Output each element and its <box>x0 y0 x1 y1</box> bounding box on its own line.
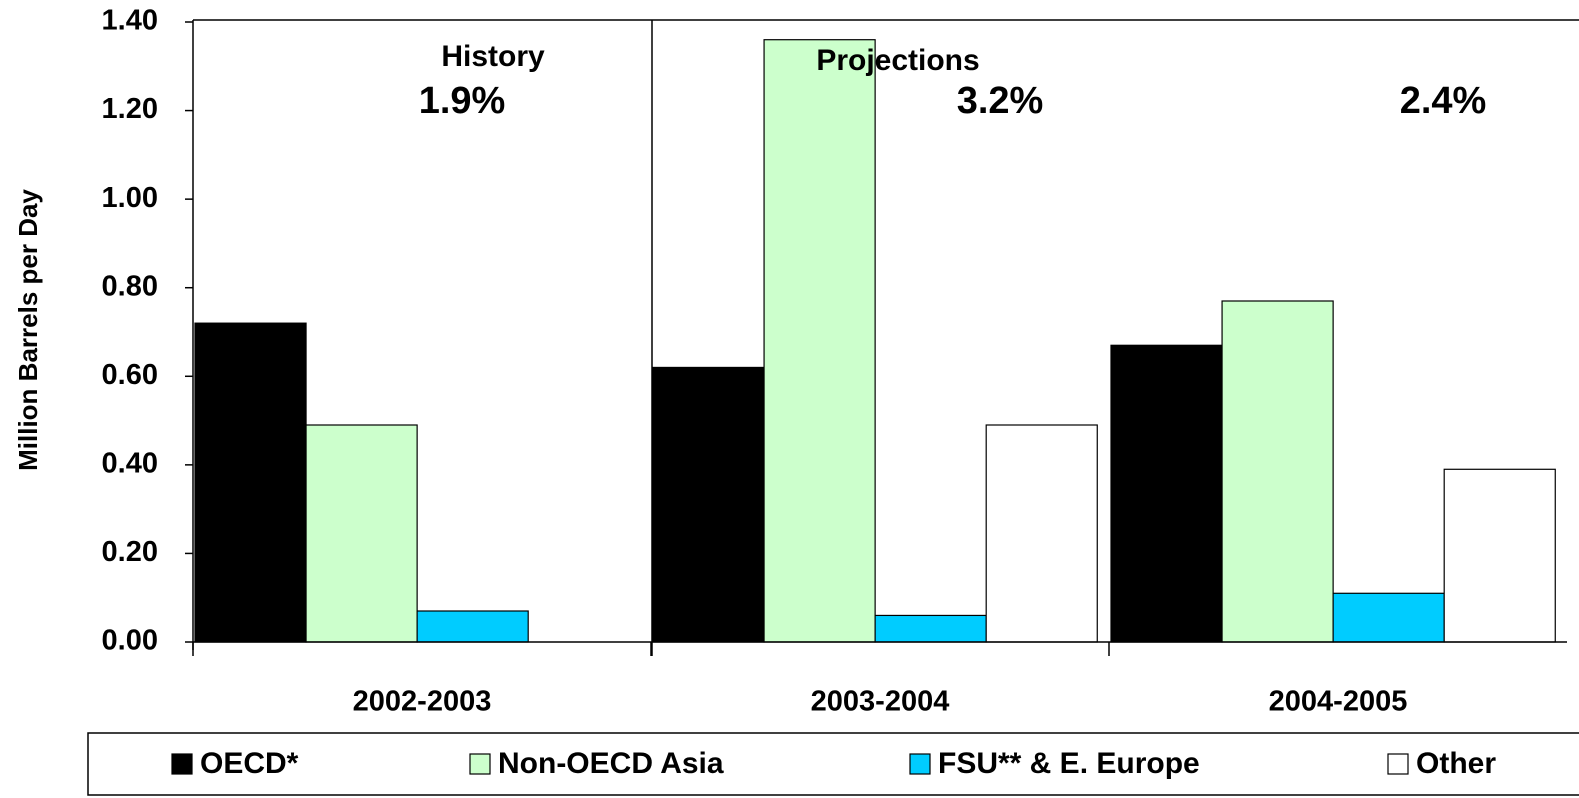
annotation: 1.9% <box>419 80 506 122</box>
legend-box <box>87 732 1579 796</box>
y-tick-label: 0.00 <box>102 625 158 657</box>
bar <box>874 614 987 643</box>
legend-swatch <box>909 753 931 775</box>
bar <box>416 610 529 643</box>
annotation: 2.4% <box>1400 80 1487 122</box>
bar <box>194 322 307 643</box>
bar <box>985 424 1098 643</box>
bar <box>1443 468 1556 643</box>
y-tick-label: 0.60 <box>102 359 158 391</box>
y-tick-label: 1.20 <box>102 93 158 125</box>
bar <box>763 39 876 643</box>
y-tick-label: 0.40 <box>102 448 158 480</box>
y-tick-label: 1.40 <box>102 5 158 37</box>
bar <box>305 424 418 643</box>
annotation: 3.2% <box>957 80 1044 122</box>
x-tick-label: 2002-2003 <box>353 686 492 718</box>
bar <box>1221 300 1334 643</box>
legend-label: FSU** & E. Europe <box>938 747 1200 780</box>
y-tick-label: 0.20 <box>102 536 158 568</box>
legend-label: OECD* <box>200 747 299 780</box>
y-axis-label: Million Barrels per Day <box>13 189 43 471</box>
bar <box>1332 592 1445 643</box>
legend-swatch <box>1387 753 1409 775</box>
annotation: History <box>441 40 545 73</box>
x-tick-label: 2003-2004 <box>811 686 950 718</box>
annotation: Projections <box>816 44 979 77</box>
x-tick-label: 2004-2005 <box>1269 686 1408 718</box>
bar <box>1110 344 1223 643</box>
y-tick-label: 0.80 <box>102 270 158 302</box>
legend-swatch <box>469 753 491 775</box>
y-tick-label: 1.00 <box>102 182 158 214</box>
legend-swatch <box>171 753 193 775</box>
legend-label: Non-OECD Asia <box>498 747 724 780</box>
legend-label: Other <box>1416 747 1496 780</box>
bar <box>652 366 765 643</box>
